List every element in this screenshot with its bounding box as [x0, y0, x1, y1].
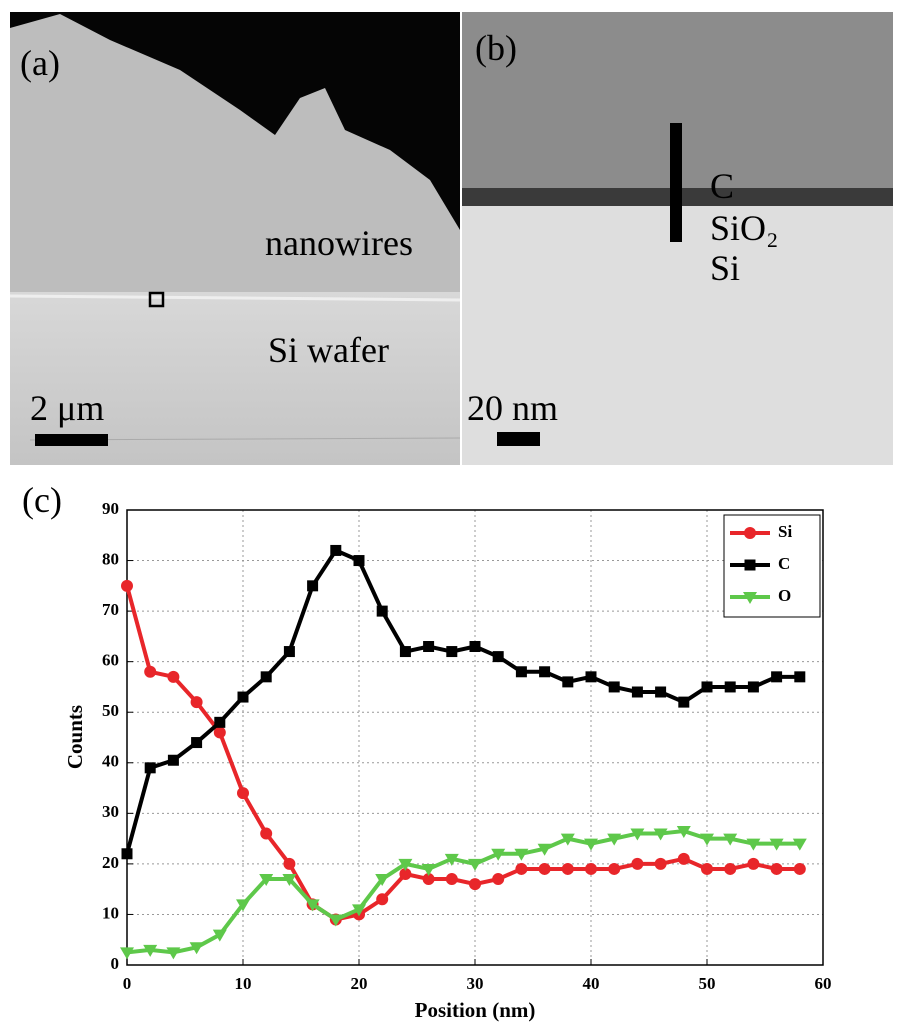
marker [794, 863, 806, 875]
x-tick-label: 40 [583, 974, 600, 993]
marker [747, 858, 759, 870]
marker [167, 671, 179, 683]
marker [586, 671, 597, 682]
marker [702, 681, 713, 692]
marker [771, 671, 782, 682]
marker [446, 646, 457, 657]
marker [655, 687, 666, 698]
marker [469, 878, 481, 890]
y-tick-label: 0 [111, 954, 120, 973]
figure: (a) nanowires Si wafer 2 μm (b) C SiO₂ S… [0, 0, 906, 1026]
marker [655, 858, 667, 870]
marker [794, 671, 805, 682]
marker [121, 580, 133, 592]
marker [284, 646, 295, 657]
marker [400, 646, 411, 657]
marker [678, 853, 690, 865]
y-tick-label: 30 [102, 802, 119, 821]
marker [354, 555, 365, 566]
y-tick-label: 10 [102, 903, 119, 922]
marker [377, 606, 388, 617]
profile-line [670, 123, 682, 242]
legend-marker [745, 560, 756, 571]
scale-bar [497, 432, 540, 446]
marker [191, 696, 203, 708]
y-tick-label: 20 [102, 853, 119, 872]
legend-label: Si [778, 522, 792, 541]
x-tick-label: 50 [699, 974, 716, 993]
marker [515, 863, 527, 875]
y-tick-label: 40 [102, 752, 119, 771]
marker [260, 828, 272, 840]
marker [283, 858, 295, 870]
annotation: C [710, 166, 734, 206]
marker [261, 671, 272, 682]
annotation: nanowires [265, 223, 413, 263]
marker [470, 641, 481, 652]
marker [539, 666, 550, 677]
y-axis-title: Counts [63, 705, 87, 769]
marker [423, 641, 434, 652]
annotation: Si wafer [268, 330, 389, 370]
legend-marker [744, 527, 756, 539]
x-tick-label: 10 [235, 974, 252, 993]
marker [724, 863, 736, 875]
marker [330, 545, 341, 556]
y-tick-label: 70 [102, 600, 119, 619]
marker [609, 681, 620, 692]
marker [631, 858, 643, 870]
marker [144, 666, 156, 678]
y-tick-label: 60 [102, 651, 119, 670]
marker [725, 681, 736, 692]
y-tick-label: 50 [102, 701, 119, 720]
marker [608, 863, 620, 875]
marker [701, 863, 713, 875]
x-tick-label: 0 [123, 974, 132, 993]
legend: Si CO [724, 515, 820, 617]
marker [539, 863, 551, 875]
y-tick-label: 90 [102, 499, 119, 518]
marker [748, 681, 759, 692]
legend-label: C [778, 554, 790, 573]
marker [678, 697, 689, 708]
marker [214, 717, 225, 728]
marker [168, 755, 179, 766]
marker [771, 863, 783, 875]
marker [238, 692, 249, 703]
marker [307, 580, 318, 591]
x-axis-title: Position (nm) [415, 998, 536, 1022]
marker [585, 863, 597, 875]
marker [562, 676, 573, 687]
panel-label: (c) [22, 480, 62, 520]
panel-label: (a) [20, 43, 60, 83]
annotation: SiO₂ [710, 208, 779, 248]
marker [446, 873, 458, 885]
x-tick-label: 30 [467, 974, 484, 993]
x-tick-label: 20 [351, 974, 368, 993]
x-tick-label: 60 [815, 974, 832, 993]
marker [237, 787, 249, 799]
marker [145, 762, 156, 773]
marker [493, 651, 504, 662]
annotation: Si [710, 248, 740, 288]
scale-label: 20 nm [467, 388, 558, 428]
panel-label: (b) [475, 28, 517, 68]
marker [516, 666, 527, 677]
scale-bar [35, 434, 108, 446]
marker [191, 737, 202, 748]
marker [632, 687, 643, 698]
y-tick-label: 80 [102, 549, 119, 568]
marker [122, 848, 133, 859]
legend-label: O [778, 586, 791, 605]
marker [562, 863, 574, 875]
marker [376, 893, 388, 905]
scale-label: 2 μm [30, 388, 104, 428]
marker [492, 873, 504, 885]
